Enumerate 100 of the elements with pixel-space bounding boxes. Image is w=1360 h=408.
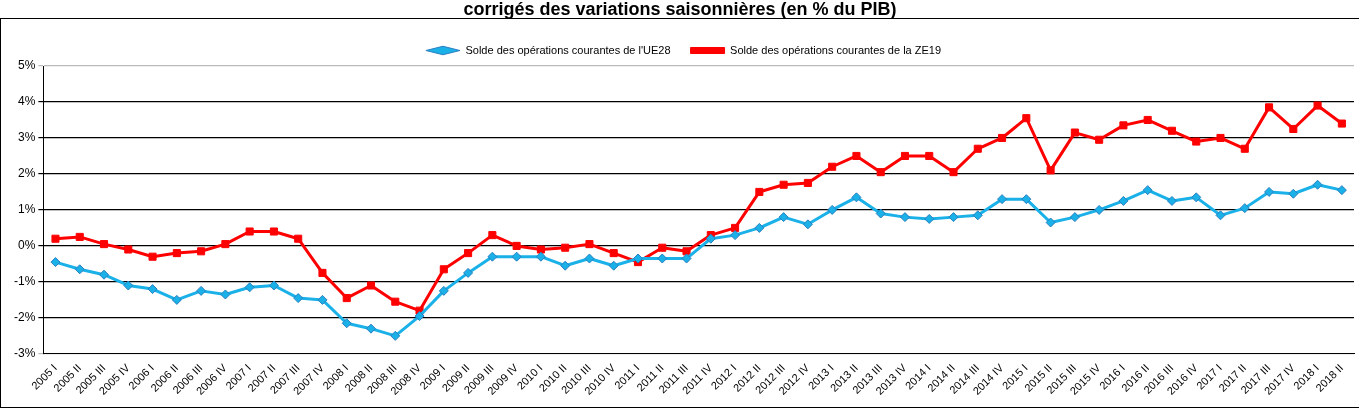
- chart-title: corrigés des variations saisonnières (en % du PIB): [462, 0, 898, 19]
- point: [949, 168, 958, 177]
- point: [51, 234, 60, 243]
- point: [852, 151, 861, 160]
- point: [196, 285, 207, 296]
- point: [75, 232, 84, 241]
- point: [512, 241, 521, 250]
- point: [657, 253, 668, 264]
- point: [561, 243, 570, 252]
- point: [1167, 126, 1176, 135]
- point: [487, 251, 498, 262]
- point: [1265, 103, 1274, 112]
- point: [293, 293, 304, 304]
- y-tick-label: 0%: [18, 238, 36, 253]
- point: [899, 212, 910, 223]
- point: [802, 219, 813, 230]
- legend-label: Solde des opérations courantes de l'UE28: [465, 43, 671, 56]
- point: [438, 285, 449, 296]
- point: [535, 251, 546, 262]
- point: [1118, 195, 1129, 206]
- point: [536, 245, 545, 254]
- point: [1264, 186, 1275, 197]
- point: [1095, 135, 1104, 144]
- point: [1216, 133, 1225, 142]
- point: [341, 318, 352, 329]
- point: [851, 192, 862, 203]
- point: [560, 260, 571, 271]
- point: [342, 294, 351, 303]
- point: [1215, 210, 1226, 221]
- point: [998, 133, 1007, 142]
- point: [148, 252, 157, 261]
- point: [390, 330, 401, 341]
- y-tick-label: 1%: [18, 202, 36, 217]
- point: [948, 212, 959, 223]
- point: [1143, 115, 1152, 125]
- point: [1094, 204, 1105, 215]
- point: [1022, 114, 1031, 123]
- point: [827, 204, 838, 215]
- point: [391, 297, 400, 306]
- point: [1069, 212, 1080, 223]
- point: [585, 240, 594, 249]
- point: [609, 249, 618, 258]
- point: [584, 253, 595, 264]
- point: [99, 269, 110, 280]
- point: [268, 280, 279, 291]
- point: [294, 234, 303, 243]
- point: [924, 213, 935, 224]
- point: [876, 168, 885, 177]
- point: [1021, 194, 1032, 205]
- point: [755, 187, 764, 196]
- point: [245, 227, 254, 236]
- point: [366, 323, 377, 334]
- point: [123, 280, 134, 291]
- y-tick-label: 5%: [18, 58, 36, 73]
- point: [900, 151, 910, 160]
- point: [972, 210, 983, 221]
- point: [754, 222, 765, 233]
- point: [705, 233, 716, 244]
- point: [803, 178, 812, 187]
- point: [317, 294, 328, 305]
- point: [50, 257, 61, 268]
- point: [608, 260, 619, 271]
- point: [244, 282, 255, 293]
- point: [779, 180, 788, 189]
- point: [366, 281, 376, 290]
- point: [658, 243, 667, 252]
- point: [1312, 179, 1323, 190]
- point: [464, 249, 473, 258]
- point: [1239, 203, 1250, 214]
- point: [1192, 137, 1201, 146]
- point: [632, 253, 643, 264]
- point: [511, 251, 522, 262]
- point: [269, 227, 278, 236]
- point: [1336, 185, 1347, 196]
- y-tick-label: -1%: [14, 274, 36, 289]
- y-tick-label: 2%: [18, 166, 36, 181]
- point: [463, 267, 474, 278]
- point: [1191, 192, 1202, 203]
- point: [197, 247, 206, 256]
- point: [778, 212, 789, 223]
- point: [318, 268, 327, 277]
- point: [221, 240, 230, 249]
- point: [1288, 188, 1299, 199]
- point: [99, 240, 109, 249]
- point: [172, 249, 181, 258]
- point: [828, 162, 837, 171]
- point: [1166, 195, 1177, 206]
- point: [997, 194, 1008, 205]
- point: [1119, 121, 1128, 130]
- point: [681, 253, 692, 264]
- point: [74, 264, 85, 275]
- point: [973, 144, 982, 153]
- point: [1045, 217, 1056, 228]
- point: [1240, 144, 1249, 153]
- point: [488, 231, 497, 240]
- y-tick-label: -3%: [14, 346, 36, 361]
- y-tick-label: -2%: [14, 310, 36, 325]
- point: [1289, 124, 1298, 133]
- point: [171, 294, 182, 305]
- point: [730, 230, 741, 241]
